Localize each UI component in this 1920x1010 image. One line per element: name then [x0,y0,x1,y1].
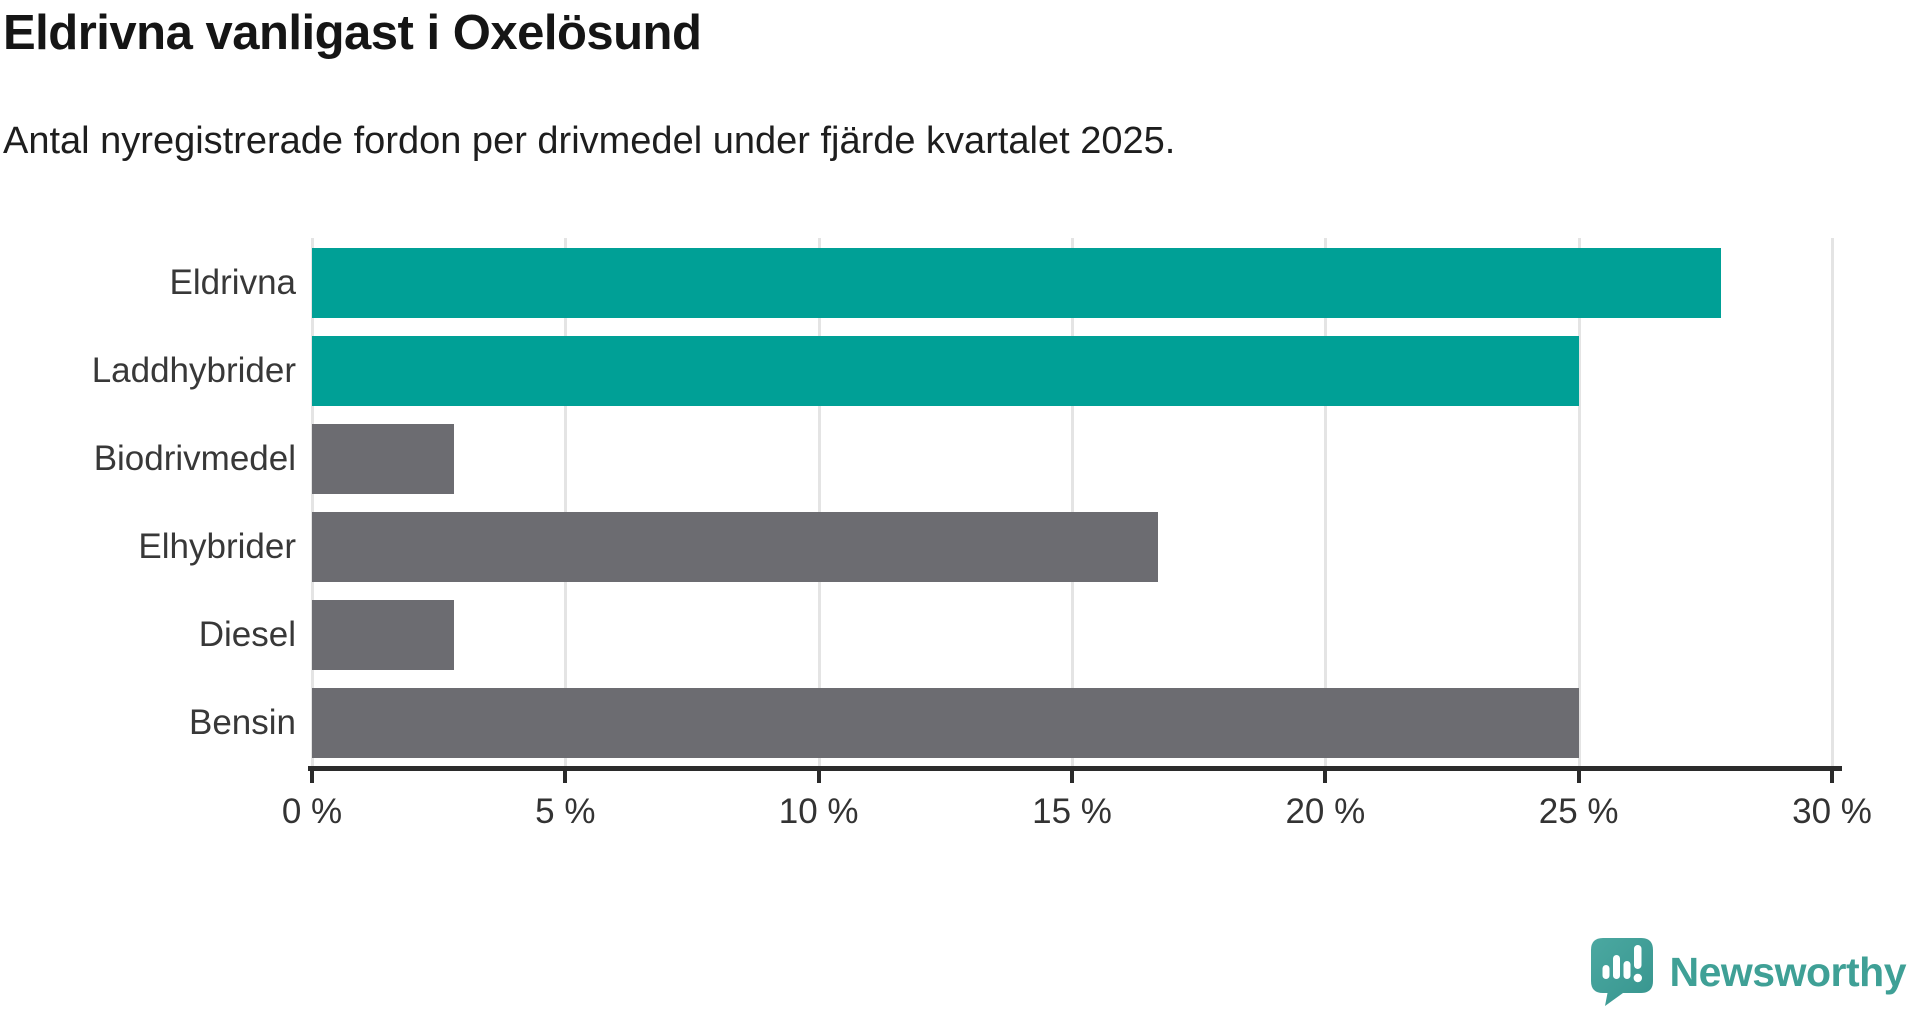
brand-name: Newsworthy [1669,948,1907,995]
gridline-30 [1831,238,1834,766]
bar-diesel [312,600,454,670]
category-label-elhybrider: Elhybrider [138,527,296,566]
mini-bar-1 [1602,965,1609,979]
bar-laddhybrider [312,336,1579,406]
x-tick-label-20: 20 % [1285,792,1366,831]
category-label-diesel: Diesel [198,615,296,654]
bar-biodrivmedel [312,424,454,494]
category-label-eldrivna: Eldrivna [169,263,296,302]
speech-bubble-shape [1590,938,1653,1006]
category-label-bensin: Bensin [188,703,296,742]
x-tick-20 [1323,769,1328,783]
gridline-5 [564,238,568,766]
chart-title: Eldrivna vanligast i Oxelösund [3,6,702,60]
x-tick-label-30: 30 % [1792,792,1872,831]
category-label-biodrivmedel: Biodrivmedel [93,439,296,478]
chart-subtitle: Antal nyregistrerade fordon per drivmede… [3,120,1176,162]
x-tick-15 [1070,769,1074,783]
plot-area: 0 % 5 % 10 % 15 % 20 % 25 % 30 % [282,238,1872,831]
x-tick-10 [816,769,821,783]
x-axis-line [308,766,1842,771]
newsworthy-logo-icon [1590,938,1653,1006]
gridline-10 [817,238,821,766]
x-tick-30 [1830,769,1834,783]
newsworthy-branding: Newsworthy [1590,936,1907,1008]
mini-bar-3 [1623,961,1630,979]
x-tick-label-10: 10 % [778,792,859,831]
bar-elhybrider [312,512,1159,582]
mini-bar-2 [1612,955,1620,979]
gridline-20 [1324,238,1328,766]
x-tick-label-15: 15 % [1032,792,1112,831]
x-tick-5 [563,769,568,783]
gridline-0 [311,238,314,766]
gridline-25 [1577,238,1581,766]
x-tick-25 [1576,769,1581,783]
exclamation-line [1633,945,1641,969]
x-tick-label-25: 25 % [1538,792,1619,831]
exclamation-dot [1633,973,1642,983]
x-tick-label-5: 5 % [535,792,596,831]
x-tick-0 [310,769,314,783]
bar-bensin [312,688,1579,758]
bar-eldrivna [312,248,1721,318]
gridline-15 [1071,238,1074,766]
x-tick-label-0: 0 % [281,792,343,831]
category-label-laddhybrider: Laddhybrider [91,351,296,390]
chart-area: Eldrivna Laddhybrider Biodrivmedel Elhybrid… [0,238,1920,858]
